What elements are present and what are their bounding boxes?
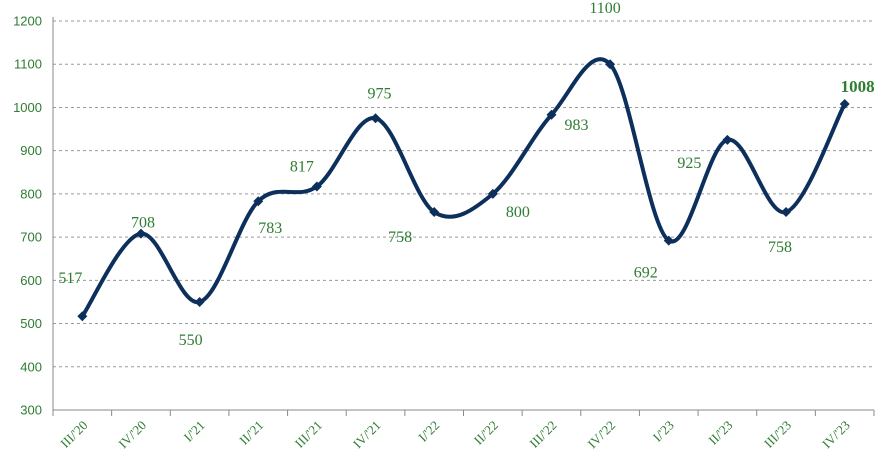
- axes: [52, 17, 875, 416]
- x-tick-label: I/'23: [650, 418, 677, 445]
- x-tick-label: IV/'20: [115, 418, 149, 452]
- y-tick-label: 800: [20, 186, 42, 201]
- x-tick-label: IV/'23: [819, 418, 853, 452]
- x-tick-label: II/'22: [471, 418, 501, 448]
- data-point-marker: [663, 235, 674, 246]
- data-label: 1008: [841, 77, 875, 96]
- y-tick-label: 700: [20, 230, 42, 245]
- data-point-marker: [429, 207, 440, 218]
- data-point-marker: [370, 113, 381, 124]
- x-tick-label: III/'23: [761, 418, 794, 451]
- y-tick-labels: 300 400 500 600 700 800 900 1000 1100 1200: [13, 14, 42, 418]
- data-point-marker: [781, 207, 792, 218]
- y-tick-label: 600: [20, 273, 42, 288]
- gridlines: [53, 20, 874, 368]
- data-point-marker: [77, 311, 88, 322]
- data-labels: 517 708 550 783 817 975 758 800 983 1100 692 925 758…: [58, 0, 874, 349]
- data-point-marker: [194, 296, 205, 307]
- data-label: 800: [506, 204, 530, 221]
- data-label: 783: [258, 220, 282, 237]
- data-point-marker: [605, 59, 616, 70]
- x-tick-labels: III/'20 IV/'20 I/'21 II/'21 III/'21 IV/'21 I/'…: [57, 418, 853, 452]
- data-label: 1100: [589, 0, 620, 17]
- data-label: 708: [131, 215, 155, 232]
- data-label: 692: [634, 265, 658, 282]
- x-tick-label: III/'22: [526, 418, 559, 451]
- data-label: 550: [179, 332, 203, 349]
- data-label: 758: [388, 229, 412, 246]
- y-tick-label: 500: [20, 316, 42, 331]
- x-tick-label: II/'23: [705, 418, 735, 448]
- x-tick-label: IV/'22: [585, 418, 619, 452]
- data-label: 975: [368, 85, 392, 102]
- data-label: 983: [564, 117, 588, 134]
- data-label: 817: [290, 159, 314, 176]
- series-line: [80, 57, 847, 319]
- x-tick-label: IV/'21: [350, 418, 384, 452]
- x-tick-label: II/'21: [236, 418, 266, 448]
- x-tick-label: I/'21: [181, 418, 208, 445]
- data-label: 925: [677, 155, 701, 172]
- data-markers: [77, 59, 850, 322]
- y-tick-label: 300: [20, 403, 42, 418]
- data-point-marker: [135, 228, 146, 239]
- y-tick-label: 900: [20, 143, 42, 158]
- data-point-marker: [311, 181, 322, 192]
- y-tick-label: 1000: [13, 100, 42, 115]
- x-tick-label: III/'20: [57, 418, 90, 451]
- data-point-marker: [253, 196, 264, 207]
- data-point-marker: [546, 109, 557, 120]
- data-point-marker: [839, 98, 850, 109]
- x-tick-label: I/'22: [415, 418, 442, 445]
- data-label: 758: [768, 239, 792, 256]
- data-point-marker: [722, 134, 733, 145]
- x-tick-label: III/'21: [292, 418, 325, 451]
- y-tick-label: 1200: [13, 14, 42, 29]
- data-point-marker: [487, 188, 498, 199]
- y-tick-label: 400: [20, 359, 42, 374]
- y-tick-label: 1100: [14, 57, 42, 72]
- data-label: 517: [58, 270, 82, 287]
